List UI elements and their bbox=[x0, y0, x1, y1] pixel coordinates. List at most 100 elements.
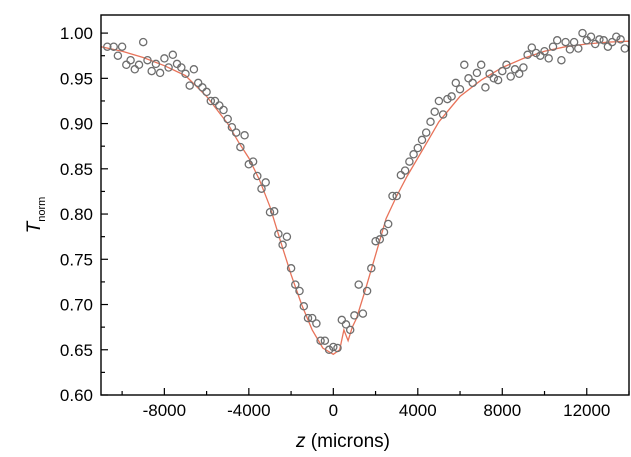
data-point bbox=[586, 32, 596, 41]
data-point bbox=[337, 315, 347, 325]
x-axis-label: z (microns) bbox=[295, 431, 390, 452]
data-point bbox=[143, 55, 152, 65]
data-point bbox=[307, 313, 317, 323]
data-point bbox=[434, 96, 444, 106]
y-axis-label: Tnorm bbox=[24, 197, 48, 234]
data-point bbox=[460, 60, 469, 70]
data-point bbox=[481, 83, 490, 92]
data-point bbox=[489, 74, 499, 83]
data-point bbox=[329, 342, 338, 352]
data-point bbox=[379, 227, 389, 237]
data-point bbox=[240, 131, 249, 140]
data-point bbox=[531, 48, 541, 58]
data-point bbox=[164, 63, 173, 72]
data-point bbox=[544, 54, 553, 63]
data-point bbox=[160, 54, 169, 63]
data-point bbox=[168, 50, 178, 60]
data-point bbox=[122, 60, 131, 70]
x-axis-label-text: (microns) bbox=[306, 431, 390, 452]
data-point bbox=[126, 55, 135, 65]
data-point bbox=[561, 37, 570, 47]
data-point bbox=[616, 35, 625, 44]
data-point bbox=[198, 83, 207, 92]
data-point bbox=[599, 36, 608, 45]
y-tick-label: 0.95 bbox=[60, 69, 93, 88]
data-points-layer bbox=[103, 28, 630, 355]
data-point bbox=[383, 219, 393, 229]
data-point bbox=[400, 166, 410, 175]
data-point bbox=[464, 74, 473, 83]
data-point bbox=[257, 184, 266, 193]
data-point bbox=[421, 128, 431, 137]
data-point bbox=[396, 170, 406, 180]
data-point bbox=[185, 81, 194, 90]
data-point bbox=[468, 78, 477, 88]
data-point bbox=[502, 60, 511, 70]
data-point bbox=[557, 55, 566, 65]
data-point bbox=[248, 157, 258, 166]
x-tick-label: 8000 bbox=[483, 401, 521, 420]
y-tick-label: 0.90 bbox=[60, 115, 93, 134]
data-point bbox=[219, 105, 228, 115]
data-point bbox=[227, 122, 237, 132]
data-point bbox=[269, 207, 279, 216]
data-point bbox=[117, 42, 127, 51]
data-point bbox=[295, 286, 304, 296]
data-point bbox=[595, 35, 604, 44]
data-point bbox=[405, 157, 414, 166]
data-point bbox=[316, 336, 325, 345]
x-axis-ticks: -8000 -4000 0 4000 8000 12000 bbox=[121, 388, 630, 420]
data-point bbox=[451, 78, 461, 88]
data-point bbox=[151, 59, 161, 69]
y-tick-label: 0.60 bbox=[60, 386, 93, 405]
y-tick-label: 0.75 bbox=[60, 250, 93, 269]
data-point bbox=[130, 65, 140, 74]
data-point bbox=[472, 68, 482, 78]
fit-curve-layer bbox=[100, 40, 630, 356]
data-point bbox=[552, 36, 562, 45]
data-point bbox=[350, 311, 359, 320]
data-point bbox=[536, 51, 545, 60]
data-point bbox=[607, 37, 617, 47]
data-point bbox=[430, 107, 439, 117]
data-point bbox=[590, 39, 600, 49]
data-point bbox=[354, 280, 363, 289]
data-point bbox=[206, 96, 216, 106]
data-point bbox=[333, 343, 342, 353]
data-point bbox=[426, 117, 435, 127]
data-point bbox=[569, 37, 579, 47]
y-axis-ticks: 0.60 0.65 0.70 0.75 0.80 0.85 0.90 0.95 1.00 bbox=[60, 24, 108, 405]
data-point bbox=[367, 264, 376, 273]
data-point bbox=[514, 69, 524, 79]
x-tick-label: -8000 bbox=[143, 401, 186, 420]
data-point bbox=[261, 178, 270, 187]
data-point bbox=[155, 68, 165, 78]
data-point bbox=[109, 42, 118, 51]
data-point bbox=[113, 51, 123, 60]
data-point bbox=[510, 65, 520, 74]
data-point bbox=[193, 78, 203, 88]
data-point bbox=[443, 94, 452, 104]
x-tick-label: -4000 bbox=[227, 401, 270, 420]
y-axis-label-symbol: T bbox=[24, 220, 45, 233]
data-point bbox=[299, 302, 309, 311]
data-point bbox=[134, 60, 144, 70]
data-point bbox=[540, 46, 549, 56]
data-point bbox=[253, 171, 262, 181]
data-point bbox=[223, 114, 232, 124]
data-point bbox=[177, 63, 186, 72]
data-point bbox=[498, 66, 507, 76]
y-axis-label-subscript: norm bbox=[36, 197, 48, 222]
data-point bbox=[215, 101, 224, 110]
data-point bbox=[417, 135, 427, 145]
data-point bbox=[345, 325, 355, 335]
data-point bbox=[244, 160, 254, 169]
data-point bbox=[371, 236, 380, 246]
data-point bbox=[612, 32, 621, 41]
data-point bbox=[409, 150, 418, 159]
y-tick-label: 1.00 bbox=[60, 24, 93, 43]
y-tick-label: 0.65 bbox=[60, 341, 93, 360]
data-point bbox=[506, 72, 515, 81]
data-point bbox=[286, 264, 296, 273]
